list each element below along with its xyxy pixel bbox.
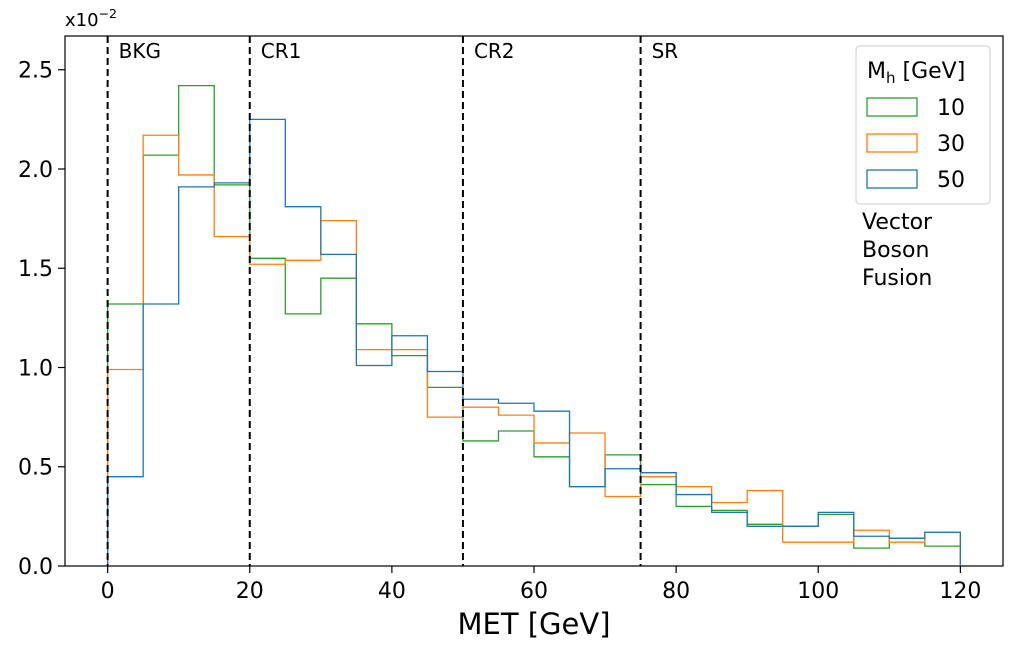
legend-box — [855, 45, 991, 205]
x-tick-label: 20 — [236, 579, 264, 604]
legend: Mh [GeV] 10 30 50 — [855, 45, 991, 205]
legend-title-unit: [GeV] — [896, 59, 966, 84]
legend-title-sub: h — [886, 69, 896, 87]
x-axis-label: MET [GeV] — [457, 607, 610, 641]
region-lines: BKG CR1 CR2 SR — [106, 36, 679, 566]
series-10-step — [106, 84, 962, 566]
axis-ticks: 0 20 40 60 80 100 120 0.0 0.5 1.0 1.5 2.0 2.5 — [18, 59, 981, 604]
legend-title: Mh [GeV] — [867, 59, 965, 87]
y-tick-label: 2.0 — [18, 158, 53, 183]
series-layer — [106, 84, 962, 566]
y-scale-multiplier: x10−2 — [65, 6, 117, 31]
process-annotation: Vector Boson Fusion — [862, 210, 933, 291]
y-tick-label: 1.5 — [18, 257, 53, 282]
y-tick-label: 2.5 — [18, 59, 53, 84]
legend-label-50: 50 — [937, 168, 965, 193]
y-tick-label: 1.0 — [18, 356, 53, 381]
x-tick-label: 40 — [378, 579, 406, 604]
region-label-sr: SR — [652, 39, 679, 63]
series-50-step — [106, 118, 962, 566]
x-tick-label: 60 — [520, 579, 548, 604]
x-tick-label: 100 — [797, 579, 839, 604]
series-30-step — [106, 134, 962, 566]
legend-title-main: M — [867, 59, 886, 84]
region-label-cr2: CR2 — [474, 39, 515, 63]
x-tick-label: 120 — [939, 579, 981, 604]
legend-entries: 10 30 50 — [866, 96, 965, 193]
annotation-line: Boson — [862, 238, 929, 263]
y-tick-label: 0.0 — [18, 555, 53, 580]
legend-swatch-50 — [866, 169, 918, 189]
y-scale-base: x10 — [65, 10, 99, 31]
region-label-bkg: BKG — [119, 39, 161, 63]
x-tick-label: 80 — [662, 579, 690, 604]
legend-label-30: 30 — [937, 132, 965, 157]
legend-label-10: 10 — [937, 96, 965, 121]
x-tick-label: 0 — [101, 579, 115, 604]
legend-swatch-30 — [866, 133, 918, 153]
annotation-line: Fusion — [862, 266, 932, 291]
annotation-line: Vector — [862, 210, 933, 235]
y-scale-exponent: −2 — [99, 6, 117, 21]
legend-swatch-10 — [866, 97, 918, 117]
region-label-cr1: CR1 — [261, 39, 302, 63]
y-tick-label: 0.5 — [18, 456, 53, 481]
